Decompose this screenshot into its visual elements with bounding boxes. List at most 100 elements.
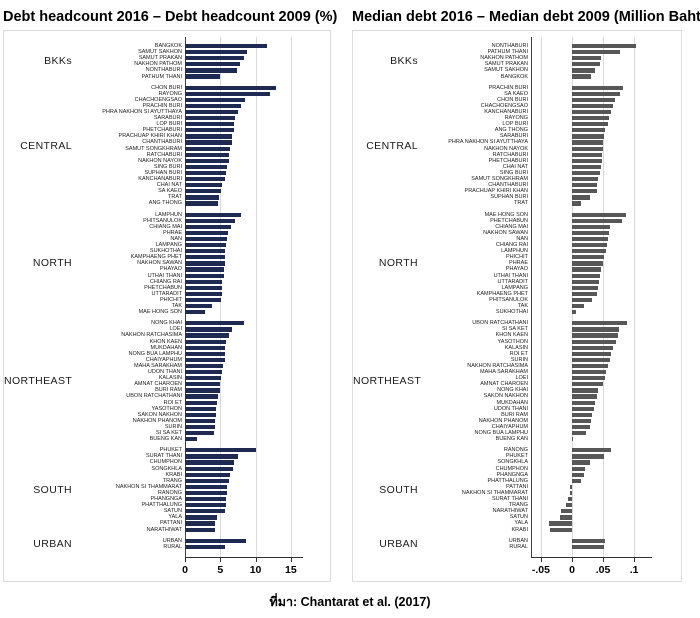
bar: [571, 170, 600, 176]
bar: [571, 538, 605, 543]
province-label: CHAIYAPHUM: [145, 356, 182, 363]
bar-row: PHAYAO: [4, 266, 330, 272]
province-label: SARABURI: [153, 115, 182, 122]
province-label: ROI ET: [163, 399, 182, 406]
bar: [185, 134, 233, 139]
bar-row: SATUN: [4, 508, 330, 514]
bar-row: SI SA KET: [353, 326, 681, 332]
bar-row: SA KAEO: [353, 91, 681, 97]
bar: [571, 236, 608, 242]
bar: [185, 424, 215, 430]
province-label: CHAI NAT: [502, 163, 528, 170]
province-label: PHATTHALUNG: [141, 502, 182, 509]
bar: [571, 152, 603, 157]
bar-row: PHITSANULOK: [353, 297, 681, 303]
bar-row: PRACHIN BURI: [4, 103, 330, 109]
province-label: BURI RAM: [155, 387, 182, 394]
x-axis-tick-label: 0: [182, 564, 188, 576]
region-label: SOUTH: [33, 484, 72, 496]
province-label: YASOTHON: [151, 405, 182, 412]
bar: [571, 297, 592, 303]
province-label: RANONG: [157, 489, 182, 496]
bar: [185, 363, 224, 369]
province-label: YALA: [168, 514, 182, 521]
bar-row: LAMPANG: [4, 242, 330, 248]
bar: [185, 273, 224, 278]
province-label: KAMPHAENG PHET: [476, 290, 528, 297]
bar: [185, 437, 197, 442]
bar-row: UTHAI THANI: [353, 273, 681, 279]
province-label: SUPHAN BURI: [490, 194, 528, 201]
bar-row: NAKHON RATCHASIMA: [4, 332, 330, 338]
bar-row: SUKHOTHAI: [4, 248, 330, 254]
bar: [185, 370, 223, 375]
bar-row: MAE HONG SON: [353, 212, 681, 218]
x-axis-tick-label: -.05: [531, 564, 550, 576]
bar: [571, 189, 597, 194]
bar: [185, 91, 270, 96]
x-axis-tick-label: .05: [595, 564, 611, 576]
bar-row: CHIANG RAI: [353, 242, 681, 248]
province-label: CHAI NAT: [156, 182, 182, 189]
bar: [571, 195, 590, 200]
province-label: KALASIN: [504, 344, 528, 351]
bar: [185, 218, 236, 223]
province-label: CHON BURI: [151, 84, 182, 91]
region-label: URBAN: [33, 537, 72, 550]
bar: [571, 224, 611, 229]
bar-row: SAMUT SAKHON: [353, 67, 681, 73]
bar-row: CHANTHABURI: [353, 182, 681, 188]
province-label: PATHUM THANI: [141, 73, 182, 80]
bar: [571, 285, 599, 290]
province-label: SAMUT SAKHON: [484, 67, 528, 74]
gridline: [290, 37, 292, 557]
province-label: PHETCHABURI: [488, 157, 528, 164]
province-label: CHIANG RAI: [149, 278, 182, 285]
bar: [185, 267, 224, 272]
bar: [571, 400, 595, 405]
bar-row: SAMUT PRAKAN: [4, 55, 330, 61]
bar-row: SAMUT PRAKAN: [353, 61, 681, 67]
province-label: LOP BURI: [502, 121, 528, 128]
province-label: PATTANI: [160, 520, 182, 527]
bar: [571, 291, 597, 297]
province-label: LOEI: [515, 375, 528, 382]
bar: [571, 460, 590, 465]
bar-row: UTTARADIT: [353, 279, 681, 285]
bar-row: ANG THONG: [4, 200, 330, 206]
bar: [185, 310, 205, 315]
bar: [550, 527, 572, 532]
bar: [571, 472, 585, 477]
bar: [185, 152, 230, 157]
bar: [185, 43, 267, 49]
province-label: NAKHON SI THAMMARAT: [461, 489, 528, 496]
bar: [185, 243, 226, 248]
bar: [571, 85, 623, 90]
bar-row: KRABI: [353, 527, 681, 533]
bar-row: SA KAEO: [4, 188, 330, 194]
bar: [185, 140, 232, 145]
province-label: BUENG KAN: [495, 436, 528, 443]
province-label: UBON RATCHATHANI: [472, 320, 528, 327]
bar-row: LAMPANG: [353, 285, 681, 291]
bar-row: PRACHIN BURI: [353, 85, 681, 91]
province-label: TRAT: [514, 200, 528, 207]
bar-row: TRAT: [353, 200, 681, 206]
bar: [571, 68, 595, 73]
province-label: PHUKET: [505, 453, 528, 460]
x-axis-tick: [290, 558, 292, 562]
province-label: PHANGNGA: [150, 496, 182, 503]
province-label: SA KAEO: [504, 90, 528, 97]
bar: [185, 85, 276, 90]
province-label: LAMPANG: [155, 242, 183, 249]
province-label: LAMPANG: [501, 284, 529, 291]
province-label: NAKHON SAWAN: [483, 229, 528, 236]
bar-row: MAE HONG SON: [4, 309, 330, 315]
province-label: URBAN: [162, 537, 182, 544]
bar: [571, 243, 608, 248]
bar-row: RATCHABURI: [4, 152, 330, 158]
bar-row: NAKHON SI THAMMARAT: [4, 484, 330, 490]
bar-row: SAMUT SAKHON: [4, 49, 330, 55]
bar: [571, 62, 600, 67]
province-label: CHAIYAPHUM: [491, 423, 528, 430]
